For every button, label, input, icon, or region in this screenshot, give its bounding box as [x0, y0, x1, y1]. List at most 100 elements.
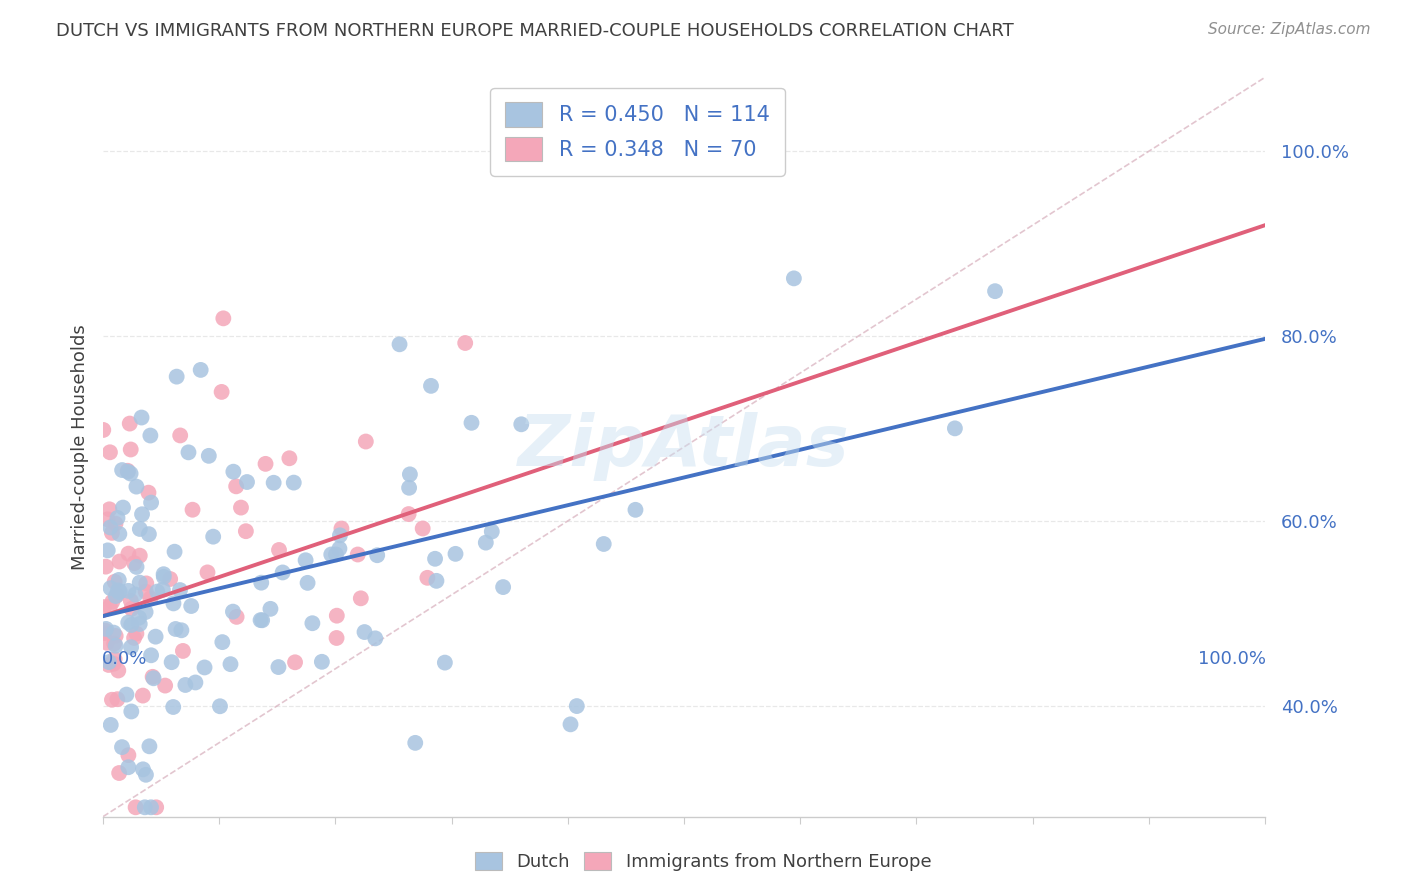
Point: [117, 583, 139, 598]
Point: [433, 656, 456, 670]
Point: [328, 541, 350, 556]
Point: [330, 522, 353, 536]
Point: [364, 632, 387, 646]
Point: [454, 336, 477, 351]
Point: [271, 566, 294, 580]
Point: [131, 508, 153, 522]
Point: [267, 543, 290, 558]
Point: [142, 671, 165, 685]
Point: [481, 524, 503, 539]
Point: [193, 660, 215, 674]
Point: [153, 679, 176, 693]
Point: [399, 467, 422, 482]
Point: [139, 495, 162, 509]
Point: [131, 410, 153, 425]
Point: [297, 575, 319, 590]
Point: [783, 271, 806, 285]
Text: Source: ZipAtlas.com: Source: ZipAtlas.com: [1208, 22, 1371, 37]
Point: [93, 600, 115, 615]
Point: [208, 699, 231, 714]
Point: [146, 584, 169, 599]
Point: [267, 660, 290, 674]
Point: [294, 553, 316, 567]
Point: [128, 575, 150, 590]
Point: [120, 442, 142, 457]
Point: [325, 631, 347, 645]
Point: [163, 544, 186, 558]
Point: [388, 337, 411, 351]
Point: [492, 580, 515, 594]
Point: [202, 530, 225, 544]
Point: [170, 624, 193, 638]
Point: [236, 475, 259, 489]
Point: [329, 528, 352, 542]
Point: [211, 384, 233, 399]
Point: [121, 601, 143, 615]
Point: [107, 583, 129, 598]
Point: [100, 581, 122, 595]
Point: [128, 617, 150, 632]
Point: [624, 503, 647, 517]
Point: [104, 639, 127, 653]
Point: [152, 582, 174, 597]
Point: [138, 739, 160, 754]
Point: [107, 585, 129, 599]
Point: [98, 445, 121, 459]
Point: [122, 631, 145, 645]
Point: [225, 479, 247, 493]
Point: [177, 445, 200, 459]
Point: [94, 622, 117, 636]
Point: [510, 417, 533, 432]
Point: [152, 567, 174, 582]
Point: [283, 475, 305, 490]
Point: [250, 613, 273, 627]
Point: [321, 548, 343, 562]
Point: [250, 575, 273, 590]
Point: [115, 688, 138, 702]
Point: [117, 464, 139, 478]
Point: [592, 537, 614, 551]
Point: [138, 527, 160, 541]
Point: [219, 657, 242, 672]
Point: [103, 625, 125, 640]
Point: [984, 284, 1007, 298]
Point: [120, 640, 142, 655]
Point: [460, 416, 482, 430]
Point: [346, 548, 368, 562]
Point: [311, 655, 333, 669]
Point: [120, 618, 142, 632]
Point: [118, 417, 141, 431]
Point: [404, 736, 426, 750]
Point: [475, 535, 498, 549]
Point: [132, 762, 155, 776]
Point: [222, 605, 245, 619]
Point: [259, 602, 281, 616]
Point: [117, 615, 139, 630]
Point: [132, 689, 155, 703]
Text: DUTCH VS IMMIGRANTS FROM NORTHERN EUROPE MARRIED-COUPLE HOUSEHOLDS CORRELATION C: DUTCH VS IMMIGRANTS FROM NORTHERN EUROPE…: [56, 22, 1014, 40]
Point: [254, 457, 277, 471]
Point: [169, 428, 191, 442]
Point: [108, 584, 131, 599]
Point: [125, 480, 148, 494]
Point: [135, 576, 157, 591]
Point: [423, 551, 446, 566]
Point: [124, 588, 146, 602]
Point: [425, 574, 447, 588]
Point: [145, 630, 167, 644]
Point: [94, 624, 117, 638]
Point: [117, 465, 139, 479]
Point: [212, 311, 235, 326]
Point: [111, 740, 134, 755]
Point: [162, 596, 184, 610]
Point: [180, 599, 202, 613]
Point: [108, 555, 131, 569]
Point: [125, 560, 148, 574]
Point: [278, 451, 301, 466]
Point: [103, 652, 125, 666]
Point: [98, 520, 121, 534]
Y-axis label: Married-couple Households: Married-couple Households: [72, 324, 89, 570]
Point: [104, 574, 127, 589]
Point: [412, 521, 434, 535]
Point: [139, 591, 162, 606]
